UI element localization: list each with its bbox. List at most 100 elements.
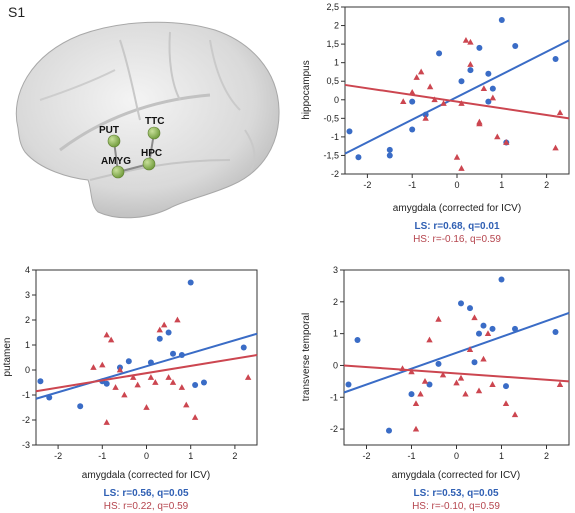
y-axis-label: putamen (2, 338, 13, 377)
x-tick-label: -1 (408, 180, 416, 190)
y-tick-label: -1,5 (323, 150, 339, 160)
point-hs (475, 387, 483, 394)
point-hs (90, 364, 97, 370)
point-ls (386, 152, 393, 159)
point-hs (116, 366, 124, 373)
point-hs (556, 109, 564, 116)
point-hs (426, 336, 433, 343)
y-tick-label: 0 (25, 365, 30, 375)
point-hs (400, 98, 407, 105)
point-ls (435, 360, 442, 367)
brain-illustration: PUT TTC HPC AMYG (15, 21, 280, 219)
fit-line-hs (344, 83, 570, 120)
point-hs (552, 144, 559, 151)
point-ls (346, 128, 353, 135)
point-hs (160, 321, 168, 328)
point-hs (156, 326, 163, 333)
point-hs (103, 331, 110, 338)
point-ls (103, 380, 110, 387)
point-hs (489, 94, 497, 101)
brain-sulcus (59, 93, 211, 152)
point-hs (439, 371, 447, 378)
point-hs (183, 401, 190, 408)
chart-transverse-temporal: -2 -1 0 1 2 3 2 1 0 -1 -2 transverse temporal amyg… (301, 265, 570, 512)
x-axis-label: amygdala (corrected for ICV) (392, 470, 520, 481)
point-hs (169, 379, 177, 385)
point-ls (503, 383, 509, 390)
point-ls (458, 300, 464, 307)
point-hs (503, 139, 510, 145)
x-tick-label: 0 (454, 180, 459, 190)
x-tick-label: -2 (363, 180, 371, 190)
fit-line-ls (344, 39, 570, 155)
brain-hemisphere (15, 21, 280, 219)
tick-group: -2 -1 0 1 2 2,5 2 1,5 1 0,5 0 -0,5 -1 -1,5 -2 (323, 2, 549, 190)
y-tick-label: 0,5 (326, 76, 339, 86)
point-ls (436, 50, 443, 57)
point-hs (165, 374, 172, 380)
point-hs (413, 74, 420, 80)
point-ls (77, 403, 84, 410)
point-hs (462, 390, 469, 397)
point-ls (386, 146, 393, 153)
point-ls (512, 325, 518, 332)
label-hpc: HPC (141, 148, 162, 159)
point-ls (498, 16, 505, 23)
y-tick-label: -1 (331, 132, 339, 142)
point-hs (408, 368, 415, 375)
point-ls (512, 42, 519, 49)
label-ttc: TTC (145, 116, 164, 127)
x-tick-label: -2 (362, 451, 370, 461)
point-ls (485, 70, 492, 77)
y-tick-label: -1 (330, 392, 338, 402)
point-hs (440, 100, 447, 106)
point-hs (103, 419, 110, 425)
node-put (107, 134, 121, 148)
point-hs (453, 379, 460, 386)
point-ls (552, 55, 559, 62)
point-ls (156, 335, 163, 342)
x-axis-label: amygdala (corrected for ICV) (393, 203, 521, 214)
point-ls (408, 391, 415, 398)
node-ttc (147, 126, 161, 140)
tick-group: -2 -1 0 1 2 3 2 1 0 -1 -2 (330, 265, 549, 461)
mark-group (344, 16, 570, 171)
point-hs (417, 390, 424, 397)
point-hs (99, 361, 106, 368)
point-hs (422, 114, 429, 121)
point-hs (417, 68, 425, 75)
fit-line-ls (35, 332, 258, 400)
y-tick-label: 0 (333, 360, 338, 370)
chart-putamen: -2 -1 0 1 2 4 3 2 1 0 -1 -2 -3 putamen amygdala (cor… (2, 265, 258, 512)
plot-area (343, 269, 570, 446)
point-ls (409, 126, 416, 133)
point-hs (467, 61, 474, 67)
y-tick-label: 1,5 (326, 39, 339, 49)
point-hs (489, 381, 496, 387)
y-tick-label: 3 (25, 290, 30, 300)
point-hs (435, 315, 442, 322)
point-hs (174, 316, 181, 323)
point-hs (511, 411, 519, 418)
point-hs (556, 381, 564, 387)
fit-line-ls (343, 312, 570, 394)
fit-line-hs (35, 354, 258, 393)
y-tick-label: -1 (22, 390, 30, 400)
y-axis-label: hippocampus (301, 60, 312, 119)
x-tick-label: 1 (499, 451, 504, 461)
node-amyg (111, 165, 125, 179)
stat-hs: HS: r=-0.16, q=0.59 (413, 234, 501, 245)
brain-sulcus (168, 31, 181, 101)
x-axis-label: amygdala (corrected for ICV) (82, 470, 210, 481)
y-tick-label: 1 (333, 329, 338, 339)
y-tick-label: 4 (25, 265, 30, 275)
point-ls (165, 329, 172, 336)
stat-hs: HS: r=0.22, q=0.59 (104, 501, 189, 512)
point-hs (134, 381, 141, 388)
point-ls (409, 98, 416, 105)
point-hs (467, 38, 474, 45)
brain-sulcus (209, 39, 241, 111)
point-hs (471, 314, 478, 321)
x-tick-label: 0 (454, 451, 459, 461)
point-ls (355, 154, 362, 161)
